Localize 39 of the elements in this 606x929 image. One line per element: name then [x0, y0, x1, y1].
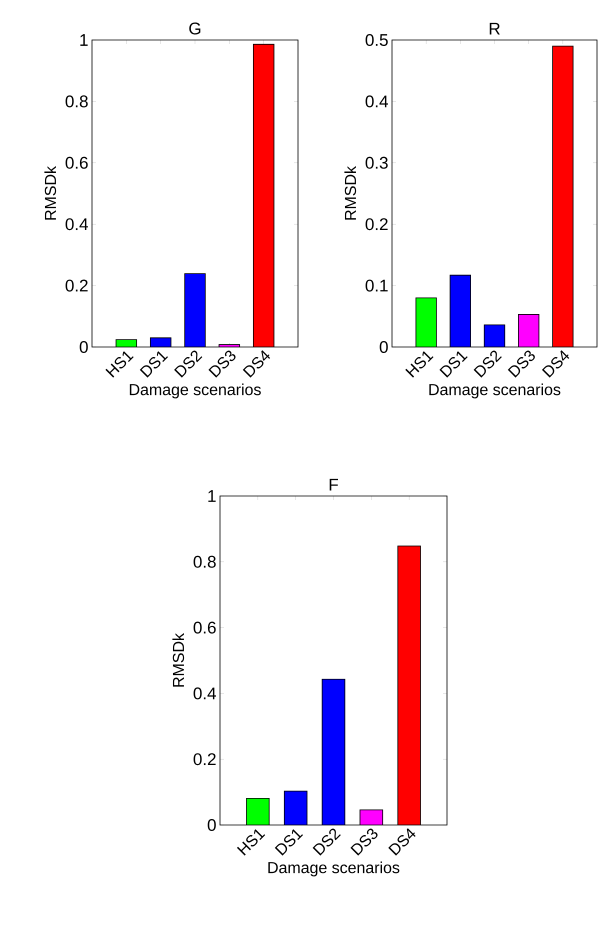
x-tick-label: DS1: [274, 829, 303, 856]
chart-title: R: [490, 22, 500, 35]
y-tick-label: 0: [80, 341, 88, 354]
x-tick-label: DS1: [439, 351, 468, 378]
y-tick-label: 0.2: [194, 753, 216, 766]
x-tick-label: HS1: [105, 351, 134, 378]
y-tick-label: 0: [208, 819, 216, 832]
x-tick-label: DS3: [508, 350, 535, 378]
y-tick-label: 0.8: [66, 95, 88, 108]
y-tick-label: 0.4: [366, 95, 388, 108]
x-tick-label: DS2: [474, 350, 502, 378]
y-tick-label: 1: [208, 490, 216, 502]
y-tick-label: 0.6: [66, 156, 88, 169]
y-axis-title: RMSDk: [172, 633, 184, 687]
y-tick-label: 1: [80, 34, 88, 46]
y-tick-label: 0.2: [366, 218, 388, 230]
x-tick-label: DS3: [350, 828, 378, 856]
y-tick-label: 0.8: [194, 556, 216, 568]
x-tick-label: DS3: [208, 350, 236, 378]
y-tick-label: 0: [380, 341, 388, 354]
y-tick-label: 0.6: [194, 622, 216, 634]
chart-title: F: [330, 478, 338, 491]
x-axis-title: Damage scenarios: [429, 384, 560, 398]
chart-title: G: [189, 22, 200, 35]
y-tick-label: 0.3: [366, 156, 388, 169]
x-tick-label: HS1: [236, 829, 266, 856]
y-tick-label: 0.4: [194, 687, 216, 700]
y-axis-title: RMSDk: [44, 166, 56, 220]
x-tick-label: DS2: [312, 828, 341, 856]
y-axis-title: RMSDk: [344, 166, 356, 220]
x-tick-label: DS2: [174, 350, 202, 378]
y-tick-label: 0.5: [366, 34, 388, 46]
x-tick-label: HS1: [405, 351, 434, 378]
x-tick-label: DS1: [140, 351, 168, 378]
y-tick-label: 0.2: [66, 280, 88, 292]
x-axis-title: Damage scenarios: [268, 862, 400, 876]
y-tick-label: 0.1: [366, 280, 388, 292]
x-axis-title: Damage scenarios: [130, 384, 261, 398]
y-tick-label: 0.4: [66, 218, 88, 230]
